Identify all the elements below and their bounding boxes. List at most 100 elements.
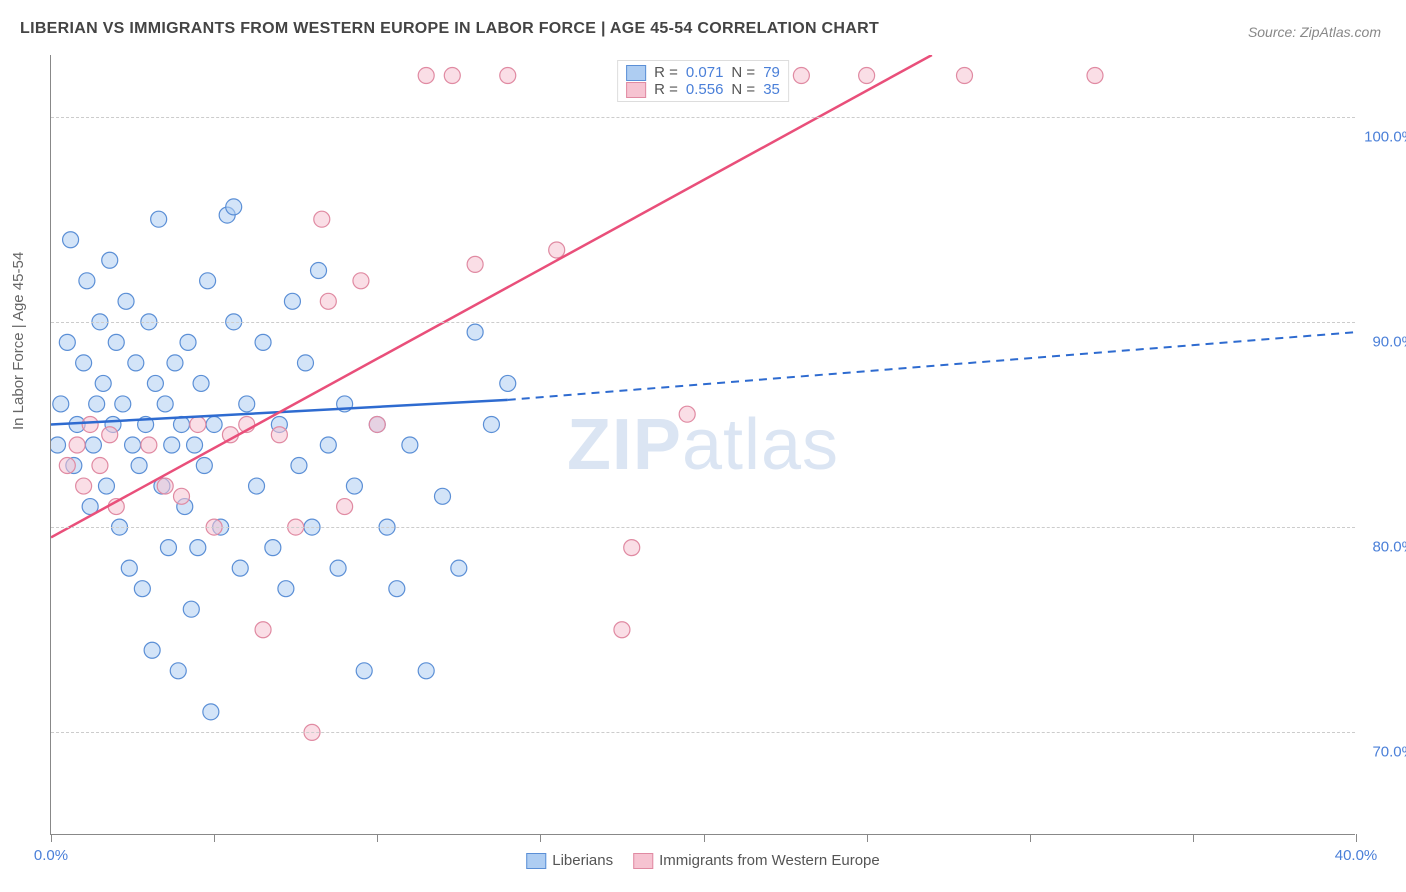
scatter-point	[793, 68, 809, 84]
scatter-point	[255, 622, 271, 638]
y-tick-label: 80.0%	[1372, 539, 1406, 556]
scatter-point	[118, 293, 134, 309]
scatter-point	[196, 458, 212, 474]
scatter-point	[265, 540, 281, 556]
y-axis-label: In Labor Force | Age 45-54	[10, 252, 27, 430]
r-value-0: 0.071	[686, 64, 724, 81]
scatter-point	[549, 242, 565, 258]
x-tick	[867, 834, 868, 842]
n-value-1: 35	[763, 81, 780, 98]
legend-bottom-swatch-0	[526, 853, 546, 869]
r-value-1: 0.556	[686, 81, 724, 98]
gridline-h	[51, 732, 1355, 733]
scatter-point	[102, 427, 118, 443]
r-label-1: R =	[654, 81, 678, 98]
scatter-point	[330, 560, 346, 576]
scatter-point	[167, 355, 183, 371]
n-value-0: 79	[763, 64, 780, 81]
scatter-point	[69, 437, 85, 453]
scatter-point	[151, 211, 167, 227]
scatter-point	[206, 416, 222, 432]
scatter-point	[614, 622, 630, 638]
scatter-point	[131, 458, 147, 474]
scatter-point	[500, 68, 516, 84]
gridline-h	[51, 527, 1355, 528]
scatter-point	[320, 293, 336, 309]
scatter-point	[467, 256, 483, 272]
correlation-legend: R = 0.071 N = 79 R = 0.556 N = 35	[617, 60, 789, 102]
scatter-point	[353, 273, 369, 289]
gridline-h	[51, 117, 1355, 118]
n-label-1: N =	[731, 81, 755, 98]
scatter-point	[255, 334, 271, 350]
scatter-point	[190, 416, 206, 432]
scatter-point	[157, 478, 173, 494]
scatter-point	[141, 437, 157, 453]
scatter-point	[85, 437, 101, 453]
scatter-point	[679, 406, 695, 422]
scatter-point	[271, 427, 287, 443]
scatter-point	[79, 273, 95, 289]
scatter-point	[63, 232, 79, 248]
source-attribution: Source: ZipAtlas.com	[1248, 24, 1381, 40]
scatter-point	[418, 663, 434, 679]
plot-area: ZIPatlas R = 0.071 N = 79 R = 0.556 N = …	[50, 55, 1355, 835]
scatter-point	[314, 211, 330, 227]
scatter-point	[369, 416, 385, 432]
scatter-point	[346, 478, 362, 494]
scatter-point	[239, 396, 255, 412]
series-legend: Liberians Immigrants from Western Europe	[526, 852, 880, 869]
scatter-point	[193, 375, 209, 391]
x-tick	[51, 834, 52, 842]
regression-line-dashed	[508, 332, 1356, 400]
scatter-point	[389, 581, 405, 597]
scatter-point	[500, 375, 516, 391]
scatter-point	[226, 199, 242, 215]
scatter-point	[82, 416, 98, 432]
legend-item-1: Immigrants from Western Europe	[633, 852, 880, 869]
x-tick	[377, 834, 378, 842]
r-label-0: R =	[654, 64, 678, 81]
scatter-point	[76, 355, 92, 371]
plot-svg	[51, 55, 1355, 834]
scatter-point	[203, 704, 219, 720]
legend-swatch-0	[626, 65, 646, 81]
scatter-point	[297, 355, 313, 371]
scatter-point	[187, 437, 203, 453]
legend-row-1: R = 0.556 N = 35	[626, 81, 780, 98]
scatter-point	[98, 478, 114, 494]
gridline-h	[51, 322, 1355, 323]
y-tick-label: 70.0%	[1372, 744, 1406, 761]
scatter-point	[232, 560, 248, 576]
x-tick	[1193, 834, 1194, 842]
legend-bottom-label-1: Immigrants from Western Europe	[659, 852, 880, 869]
scatter-point	[320, 437, 336, 453]
scatter-point	[624, 540, 640, 556]
scatter-point	[128, 355, 144, 371]
scatter-point	[134, 581, 150, 597]
legend-bottom-label-0: Liberians	[552, 852, 613, 869]
scatter-point	[311, 263, 327, 279]
y-tick-label: 100.0%	[1364, 128, 1406, 145]
scatter-point	[957, 68, 973, 84]
scatter-point	[108, 334, 124, 350]
scatter-point	[337, 499, 353, 515]
scatter-point	[249, 478, 265, 494]
legend-row-0: R = 0.071 N = 79	[626, 64, 780, 81]
scatter-point	[89, 396, 105, 412]
scatter-point	[183, 601, 199, 617]
scatter-point	[174, 488, 190, 504]
x-tick	[704, 834, 705, 842]
scatter-point	[59, 334, 75, 350]
scatter-point	[1087, 68, 1103, 84]
scatter-point	[164, 437, 180, 453]
x-tick-label: 40.0%	[1335, 847, 1378, 864]
scatter-point	[180, 334, 196, 350]
scatter-point	[147, 375, 163, 391]
scatter-point	[170, 663, 186, 679]
scatter-point	[200, 273, 216, 289]
scatter-point	[157, 396, 173, 412]
scatter-point	[144, 642, 160, 658]
scatter-point	[102, 252, 118, 268]
scatter-point	[121, 560, 137, 576]
